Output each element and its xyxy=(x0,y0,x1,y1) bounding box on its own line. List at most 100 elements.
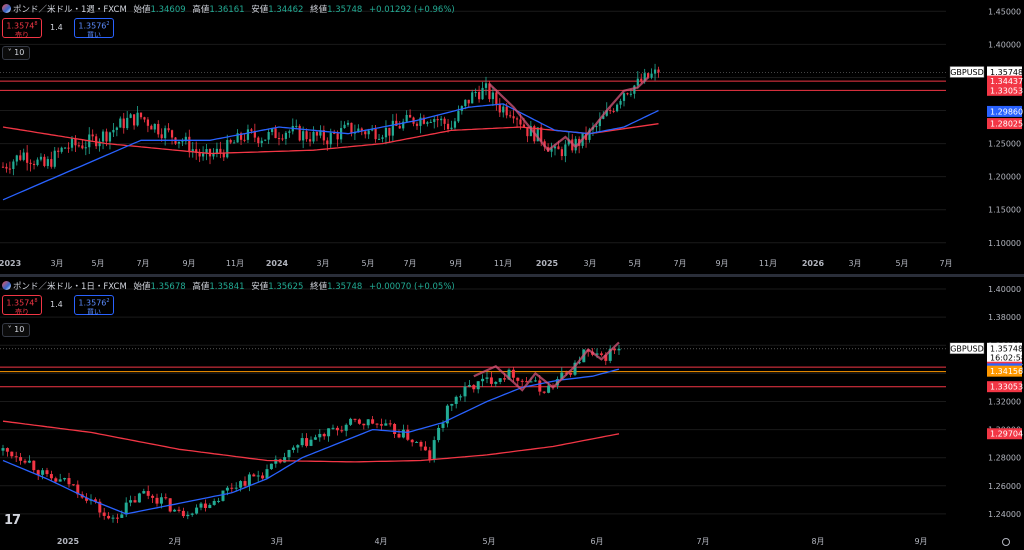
candle-body xyxy=(15,155,18,162)
candle-body xyxy=(467,99,470,104)
candle-body xyxy=(71,484,75,486)
candle-body xyxy=(281,138,284,140)
candle-body xyxy=(489,377,493,384)
candle-body xyxy=(335,427,339,431)
x-tick-label: 11月 xyxy=(226,259,244,268)
candle-body xyxy=(119,118,122,128)
y-tick-label: 1.32000 xyxy=(988,397,1021,406)
buy-button[interactable]: 1.35762 買い xyxy=(74,18,114,39)
candle-body xyxy=(26,152,29,163)
x-tick-label: 3月 xyxy=(270,537,283,546)
level-tag-value: 1.33053 xyxy=(990,383,1023,392)
weekly-chart-pane[interactable]: 1.450001.400001.350001.300001.250001.200… xyxy=(0,0,1024,274)
spread-value: 1.4 xyxy=(50,300,63,309)
level-tag xyxy=(987,84,1022,96)
y-tick-label: 1.10000 xyxy=(988,239,1021,248)
candle-body xyxy=(308,139,312,142)
candle-body xyxy=(494,381,498,384)
candle-body xyxy=(381,137,384,139)
candle-body xyxy=(533,380,537,382)
candle-body xyxy=(151,495,155,498)
candle-body xyxy=(173,509,177,512)
candle-body xyxy=(436,119,439,121)
symbol-tag-text: GBPUSD xyxy=(950,68,984,77)
candle-body xyxy=(277,138,281,140)
candle-body xyxy=(247,474,251,486)
buy-button[interactable]: 1.35762 買い xyxy=(74,295,114,316)
candle-body xyxy=(491,92,494,100)
candle-body xyxy=(409,114,412,118)
x-tick-label: 9月 xyxy=(449,259,462,268)
candle-body xyxy=(312,131,315,142)
sell-button[interactable]: 1.35748 売り xyxy=(2,18,42,39)
settings-gear-icon[interactable] xyxy=(1002,538,1010,546)
candle-body xyxy=(64,147,67,149)
x-tick-label: 4月 xyxy=(374,537,387,546)
candle-body xyxy=(115,517,119,519)
daily-legend: ポンド／米ドル・1日・FXCM 始値1.35678 高値1.35841 安値1.… xyxy=(2,280,455,292)
candle-body xyxy=(98,141,101,147)
candle-body xyxy=(478,92,481,100)
candle-body xyxy=(60,147,63,152)
candle-body xyxy=(598,118,601,127)
candle-body xyxy=(146,491,150,496)
y-tick-label: 1.15000 xyxy=(988,206,1021,215)
x-tick-label: 7月 xyxy=(673,259,686,268)
candle-body xyxy=(164,497,168,499)
indicator-collapse-button[interactable]: ˅ 10 xyxy=(2,323,30,337)
candle-body xyxy=(191,149,194,153)
candle-body xyxy=(398,125,401,129)
y-tick-label: 1.20000 xyxy=(988,173,1021,182)
candle-body xyxy=(522,124,526,128)
level-tag xyxy=(987,118,1022,130)
candle-body xyxy=(616,104,619,112)
candle-body xyxy=(391,120,394,136)
pane-divider[interactable] xyxy=(0,274,1024,277)
close-value: 1.35748 xyxy=(327,5,363,15)
daily-chart-canvas[interactable]: 1.400001.380001.360001.340001.320001.300… xyxy=(0,277,1024,550)
candle-body xyxy=(260,140,263,144)
ma-slow-line xyxy=(2,420,620,463)
candle-body xyxy=(525,381,529,383)
candle-body xyxy=(139,112,143,118)
candle-body xyxy=(115,127,118,130)
candle-body xyxy=(340,430,344,432)
indicator-collapse-button[interactable]: ˅ 10 xyxy=(2,46,30,60)
weekly-chart-canvas[interactable]: 1.450001.400001.350001.300001.250001.200… xyxy=(0,0,1024,274)
candle-body xyxy=(512,116,515,119)
candle-body xyxy=(133,114,136,126)
candle-body xyxy=(379,424,383,426)
candle-body xyxy=(423,446,427,451)
open-value: 1.34609 xyxy=(150,5,186,15)
candle-body xyxy=(443,118,446,124)
symbol-title[interactable]: ポンド／米ドル・1日・FXCM xyxy=(13,282,127,292)
candle-body xyxy=(305,438,309,446)
tradingview-logo-icon: 17 xyxy=(4,513,21,528)
candle-body xyxy=(120,514,124,518)
candle-body xyxy=(636,78,639,86)
candle-body xyxy=(599,353,603,355)
candle-body xyxy=(393,423,397,434)
candle-body xyxy=(246,129,250,140)
candle-body xyxy=(657,69,660,73)
candle-body xyxy=(229,139,232,143)
symbol-title[interactable]: ポンド／米ドル・1週・FXCM xyxy=(13,5,127,15)
candle-body xyxy=(309,439,313,446)
candle-body xyxy=(36,159,39,166)
x-tick-label: 5月 xyxy=(361,259,374,268)
x-tick-label: 3月 xyxy=(848,259,861,268)
candle-body xyxy=(159,497,163,504)
sell-button[interactable]: 1.35748 売り xyxy=(2,295,42,316)
candle-body xyxy=(450,127,453,130)
candle-body xyxy=(484,83,488,88)
candle-body xyxy=(375,423,379,425)
price-tag-time: 16:02:58 xyxy=(990,353,1024,362)
symbol-tag xyxy=(949,342,985,355)
candle-body xyxy=(454,396,458,404)
level-tag xyxy=(987,381,1022,393)
daily-chart-pane[interactable]: 1.400001.380001.360001.340001.320001.300… xyxy=(0,277,1024,550)
candle-body xyxy=(350,122,353,134)
candle-body xyxy=(485,377,489,379)
level-tag xyxy=(987,428,1022,440)
candle-body xyxy=(450,403,454,406)
